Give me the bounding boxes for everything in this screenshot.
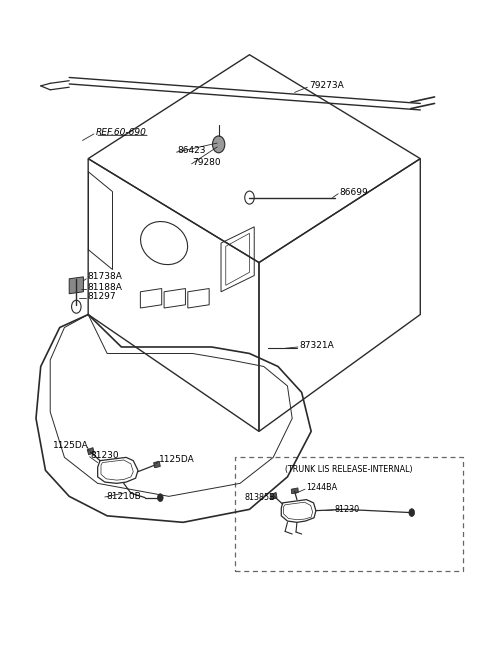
Circle shape — [213, 136, 225, 153]
Polygon shape — [87, 447, 95, 455]
Bar — [235, 457, 463, 571]
Circle shape — [157, 494, 163, 502]
Circle shape — [409, 509, 415, 517]
Text: 81210B: 81210B — [106, 492, 141, 501]
Text: 1244BA: 1244BA — [306, 483, 337, 493]
Text: 81738A: 81738A — [87, 272, 122, 282]
Polygon shape — [271, 493, 277, 500]
Text: 86699: 86699 — [340, 188, 368, 197]
Polygon shape — [154, 461, 160, 468]
Text: 79273A: 79273A — [309, 81, 344, 90]
Text: 79280: 79280 — [192, 158, 221, 167]
Text: 81230: 81230 — [91, 451, 119, 460]
Polygon shape — [69, 277, 84, 293]
Text: 81230: 81230 — [335, 505, 360, 514]
Text: 1125DA: 1125DA — [159, 455, 195, 464]
Text: 81188A: 81188A — [87, 283, 122, 291]
Text: (TRUNK LIS RELEASE-INTERNAL): (TRUNK LIS RELEASE-INTERNAL) — [285, 464, 413, 474]
Text: 86423: 86423 — [178, 146, 206, 155]
Text: 81297: 81297 — [87, 293, 116, 301]
Text: 81385B: 81385B — [245, 493, 276, 502]
Text: 87321A: 87321A — [300, 341, 334, 350]
Polygon shape — [291, 488, 299, 494]
Text: REF.60-690: REF.60-690 — [96, 128, 146, 137]
Text: 1125DA: 1125DA — [53, 441, 88, 450]
